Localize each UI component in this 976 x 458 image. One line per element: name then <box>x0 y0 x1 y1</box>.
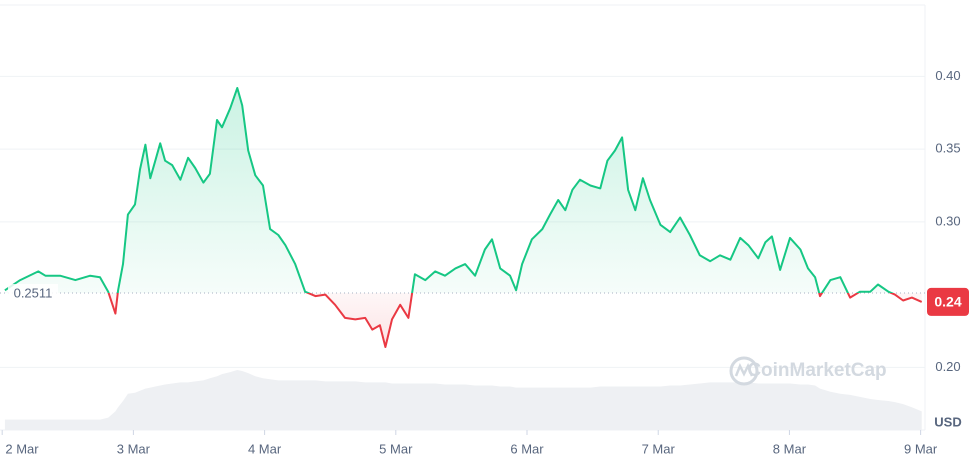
x-tick-label: 4 Mar <box>248 441 282 456</box>
baseline-label: 0.2511 <box>14 285 53 300</box>
y-tick-label: 0.35 <box>935 141 960 156</box>
x-tick-label: 5 Mar <box>379 441 413 456</box>
price-line <box>4 87 923 348</box>
baseline-label-bg <box>8 284 58 303</box>
x-tick-label: 9 Mar <box>904 441 938 456</box>
x-tick-label: 3 Mar <box>117 441 151 456</box>
x-tick-label: 6 Mar <box>510 441 544 456</box>
y-tick-label: 0.30 <box>935 213 960 228</box>
x-tick-label: 8 Mar <box>773 441 807 456</box>
price-area <box>4 88 922 347</box>
x-tick-label: 7 Mar <box>642 441 676 456</box>
y-tick-label: 0.40 <box>935 68 960 83</box>
price-tag <box>927 287 969 316</box>
volume-area <box>4 370 922 430</box>
y-tick-label: 0.20 <box>935 359 960 374</box>
x-tick-label: 2 Mar <box>5 441 39 456</box>
price-tag-label: 0.24 <box>934 294 961 310</box>
watermark-logo <box>729 356 759 386</box>
unit-label: USD <box>934 414 961 429</box>
watermark: CoinMarketCap <box>747 360 886 381</box>
